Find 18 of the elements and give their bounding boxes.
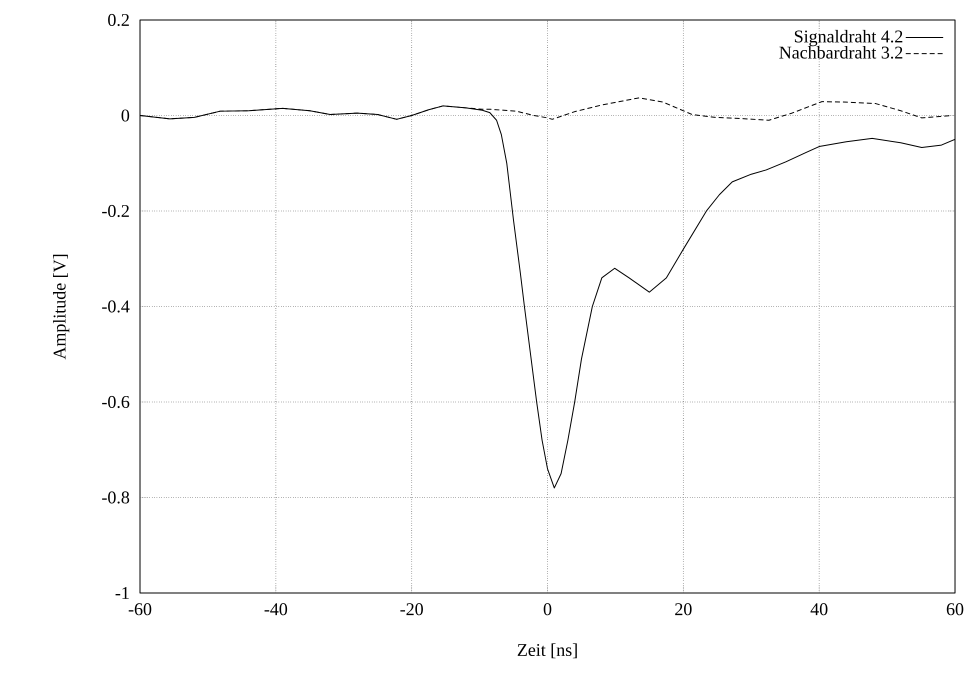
x-tick-label: -20: [400, 603, 423, 616]
y-tick-label: 0: [122, 109, 130, 122]
x-tick-label: 60: [946, 603, 964, 616]
legend-label: Nachbardraht 3.2: [779, 46, 902, 59]
x-tick-label: 0: [544, 603, 552, 616]
x-tick-label: 20: [675, 603, 692, 616]
x-axis-title: Zeit [ns]: [518, 643, 577, 658]
x-tick-label: -40: [264, 603, 288, 616]
y-axis-title: Amplitude [V]: [53, 254, 70, 360]
x-tick-label: -60: [128, 603, 152, 616]
y-tick-label: -0.2: [102, 204, 129, 218]
y-tick-label: -1: [116, 587, 129, 599]
x-tick-label: 40: [810, 603, 828, 616]
y-tick-label: -0.8: [102, 491, 130, 504]
y-tick-label: 0.2: [108, 14, 129, 26]
legend-label: Signaldraht 4.2: [794, 30, 902, 46]
y-tick-label: -0.6: [102, 396, 130, 408]
y-tick-label: -0.4: [102, 300, 130, 313]
